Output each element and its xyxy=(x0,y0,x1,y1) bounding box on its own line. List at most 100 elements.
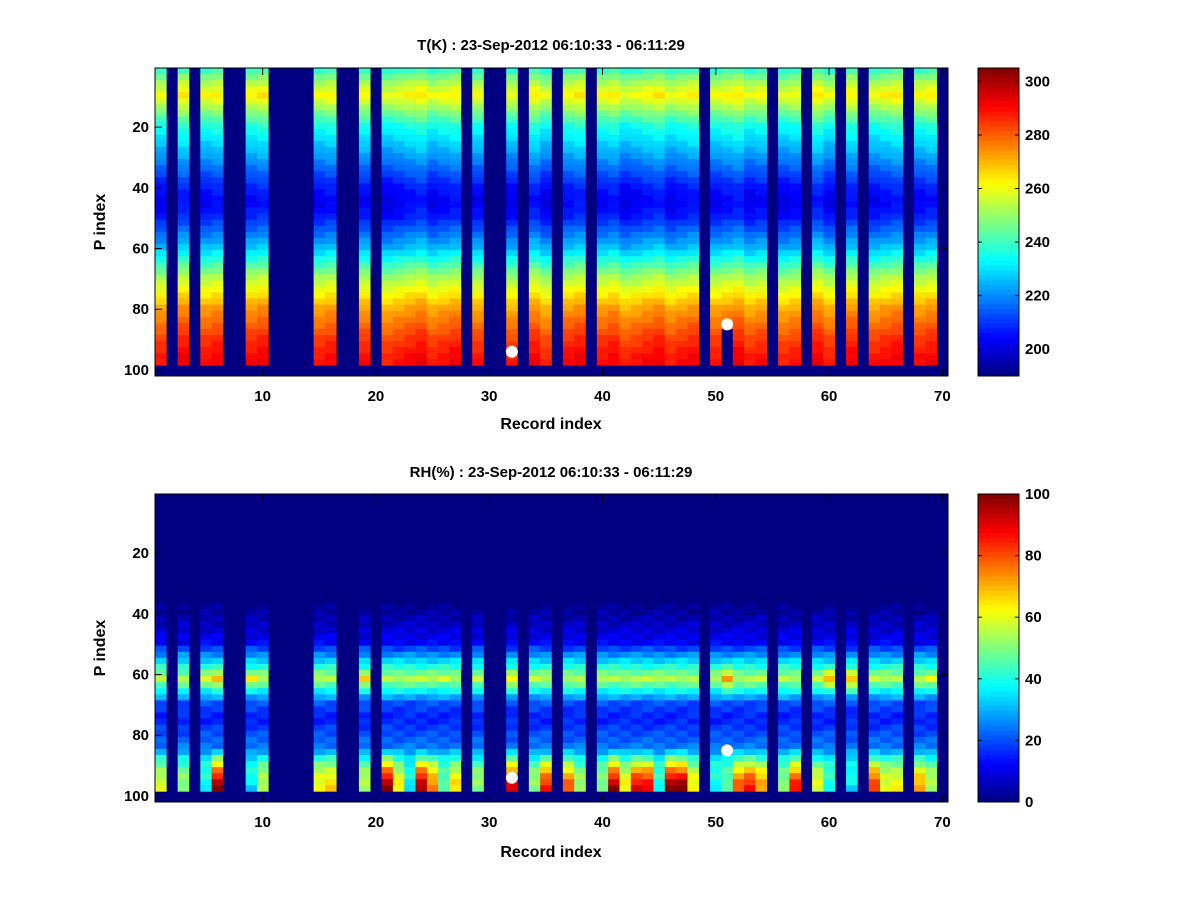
heatmap-cell xyxy=(245,742,258,750)
heatmap-cell xyxy=(562,730,575,738)
heatmap-cell xyxy=(596,700,609,707)
heatmap-cell xyxy=(880,110,892,117)
heatmap-cell xyxy=(155,633,167,640)
heatmap-cell xyxy=(404,597,416,604)
heatmap-cell xyxy=(619,597,632,604)
heatmap-cell xyxy=(925,213,937,221)
heatmap-cell xyxy=(426,785,439,792)
heatmap-cell xyxy=(914,767,926,774)
colorbar-segment xyxy=(978,371,1019,377)
heatmap-cell xyxy=(653,335,666,342)
heatmap-cell xyxy=(891,225,903,233)
heatmap-cell xyxy=(313,560,326,568)
heatmap-cell xyxy=(528,706,541,713)
heatmap-cell xyxy=(381,201,394,208)
heatmap-cell xyxy=(778,712,790,719)
heatmap-cell xyxy=(211,128,224,136)
heatmap-cell xyxy=(812,651,824,659)
heatmap-cell xyxy=(381,615,394,622)
heatmap-cell xyxy=(245,189,258,196)
heatmap-cell xyxy=(562,262,575,269)
record-column xyxy=(880,68,892,366)
heatmap-cell xyxy=(630,694,643,701)
heatmap-cell xyxy=(653,104,666,111)
heatmap-cell xyxy=(177,761,190,768)
colorbar-segment xyxy=(978,77,1019,83)
heatmap-cell xyxy=(596,633,609,640)
x-tick-label: 60 xyxy=(821,388,838,405)
heatmap-cell xyxy=(710,506,722,513)
heatmap-cell xyxy=(744,201,756,208)
heatmap-cell xyxy=(891,335,903,342)
heatmap-cell xyxy=(415,730,428,738)
heatmap-cell xyxy=(608,213,620,221)
heatmap-cell xyxy=(676,177,688,184)
heatmap-cells xyxy=(155,494,937,792)
heatmap-cell xyxy=(846,110,858,117)
heatmap-cell xyxy=(426,621,439,628)
heatmap-cell xyxy=(155,730,167,738)
heatmap-cell xyxy=(687,304,700,312)
heatmap-cell xyxy=(619,700,632,707)
heatmap-cell xyxy=(653,122,666,129)
heatmap-cell xyxy=(506,250,518,257)
heatmap-cell xyxy=(426,183,439,190)
heatmap-cell xyxy=(710,195,722,202)
heatmap-cell xyxy=(313,542,326,549)
heatmap-cell xyxy=(200,152,212,160)
heatmap-cell xyxy=(619,298,632,305)
heatmap-cell xyxy=(256,80,269,87)
heatmap-cell xyxy=(245,128,258,136)
heatmap-cell xyxy=(676,609,688,616)
colorbar-segment xyxy=(978,749,1019,755)
heatmap-cell xyxy=(562,250,575,257)
heatmap-cell xyxy=(574,779,586,786)
heatmap-cell xyxy=(426,353,439,360)
heatmap-cell xyxy=(313,785,326,792)
heatmap-cell xyxy=(426,213,439,221)
heatmap-cell xyxy=(200,237,212,245)
heatmap-cell xyxy=(324,347,337,354)
heatmap-cell xyxy=(778,256,790,263)
heatmap-cell xyxy=(687,591,700,598)
heatmap-cell xyxy=(540,159,552,166)
heatmap-cell xyxy=(313,292,326,299)
heatmap-cell xyxy=(506,724,518,731)
heatmap-cell xyxy=(211,754,224,762)
heatmap-cell xyxy=(540,578,552,586)
heatmap-cell xyxy=(177,560,190,568)
heatmap-cell xyxy=(574,785,586,792)
heatmap-cell xyxy=(687,268,700,275)
heatmap-cell xyxy=(812,578,824,586)
heatmap-cell xyxy=(256,785,269,792)
heatmap-cell xyxy=(778,244,790,251)
heatmap-cell xyxy=(608,767,620,774)
heatmap-cell xyxy=(381,195,394,202)
heatmap-cell xyxy=(528,761,541,768)
heatmap-cell xyxy=(472,225,484,233)
heatmap-cell xyxy=(925,718,937,725)
heatmap-cell xyxy=(664,676,677,683)
heatmap-cell xyxy=(506,682,518,689)
heatmap-cell xyxy=(358,542,371,549)
heatmap-cell xyxy=(358,298,371,305)
heatmap-cell xyxy=(846,578,858,586)
heatmap-cell xyxy=(925,195,937,202)
heatmap-cell xyxy=(925,670,937,677)
heatmap-cell xyxy=(415,773,428,780)
heatmap-cell xyxy=(381,68,394,75)
heatmap-cell xyxy=(823,785,836,792)
heatmap-cell xyxy=(823,328,836,336)
heatmap-cell xyxy=(155,767,167,774)
heatmap-cell xyxy=(438,639,450,647)
heatmap-cell xyxy=(313,524,326,531)
heatmap-cell xyxy=(155,591,167,598)
heatmap-cell xyxy=(574,280,586,287)
heatmap-cell xyxy=(449,347,462,354)
heatmap-cell xyxy=(676,597,688,604)
heatmap-cell xyxy=(574,262,586,269)
heatmap-cell xyxy=(880,512,892,519)
heatmap-cell xyxy=(596,304,609,312)
heatmap-cell xyxy=(868,494,881,501)
heatmap-cell xyxy=(868,524,881,531)
